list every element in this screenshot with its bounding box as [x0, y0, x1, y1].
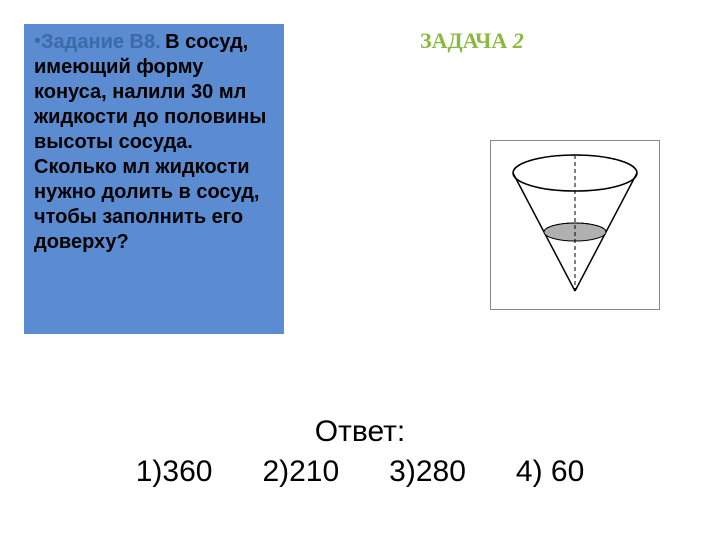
title-number: 2 — [513, 28, 524, 53]
problem-box: •Задание B8. В сосуд, имеющий форму кону… — [24, 24, 284, 334]
title-text: ЗАДАЧА — [420, 28, 507, 53]
cone-figure — [490, 140, 660, 310]
option-3: 3)280 — [389, 455, 466, 489]
answer-label: Ответ: — [50, 415, 670, 449]
problem-text: В сосуд, имеющий форму конуса, налили 30… — [34, 31, 266, 253]
cone-icon — [491, 141, 659, 309]
option-1: 1)360 — [136, 455, 213, 489]
option-4: 4) 60 — [516, 455, 584, 489]
answer-block: Ответ: 1)360 2)210 3)280 4) 60 — [50, 415, 670, 489]
option-2: 2)210 — [262, 455, 339, 489]
page-title: ЗАДАЧА 2 — [420, 28, 524, 54]
task-label: Задание B8. — [41, 31, 161, 53]
answer-options: 1)360 2)210 3)280 4) 60 — [50, 455, 670, 489]
bullet-icon: • — [34, 30, 41, 53]
